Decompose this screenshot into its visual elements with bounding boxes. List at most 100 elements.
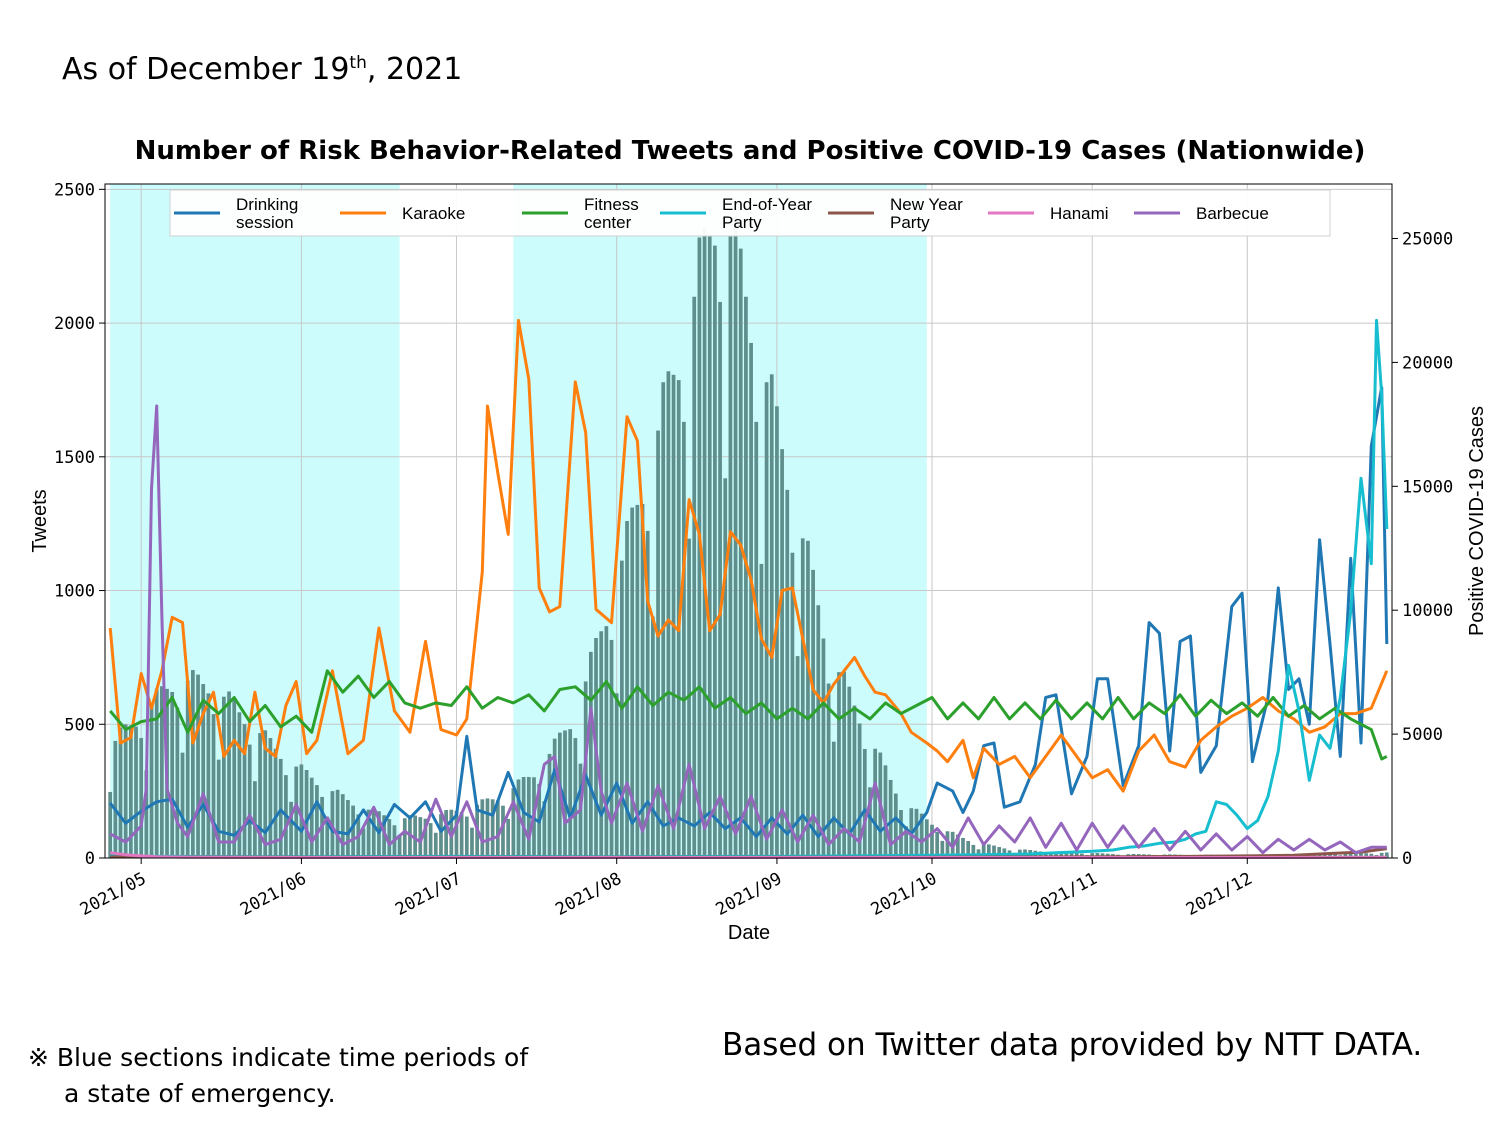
y-tick-label: 2500 — [54, 180, 95, 200]
cases-bar — [175, 707, 180, 858]
cases-bar — [981, 844, 986, 858]
cases-bar — [992, 845, 996, 858]
cases-bar — [940, 840, 945, 858]
y2-tick-label: 10000 — [1402, 601, 1453, 621]
cases-bar — [340, 794, 345, 858]
cases-bar — [552, 738, 557, 858]
cases-bar — [118, 727, 123, 858]
y-tick-label: 1000 — [54, 582, 95, 602]
cases-bar — [128, 725, 133, 858]
cases-bar — [346, 800, 350, 858]
cases-bar — [263, 730, 268, 858]
cases-bar — [1359, 853, 1363, 858]
cases-bar — [511, 788, 516, 858]
cases-bar — [418, 817, 423, 858]
legend-label: Drinking session — [236, 195, 298, 232]
cases-bar — [315, 785, 319, 858]
cases-bar — [366, 809, 371, 858]
cases-bar — [1059, 851, 1064, 858]
cases-bar — [687, 538, 691, 858]
legend-label: Barbecue — [1196, 204, 1269, 223]
cases-bar — [454, 810, 459, 858]
y2-tick-label: 0 — [1402, 849, 1412, 869]
cases-bar — [609, 639, 614, 858]
cases-bar — [154, 688, 159, 858]
cases-bar — [955, 834, 960, 858]
cases-bar — [671, 374, 676, 858]
cases-bar — [335, 789, 340, 858]
x-tick-label: 2021/07 — [392, 869, 465, 920]
cases-bar — [930, 824, 934, 858]
cases-bar — [196, 674, 200, 858]
legend-label: Karaoke — [402, 204, 465, 223]
cases-bar — [625, 521, 629, 858]
cases-bar — [599, 631, 604, 858]
chart-title: Number of Risk Behavior-Related Tweets a… — [134, 136, 1366, 166]
cases-bar — [873, 748, 877, 858]
cases-bar — [904, 826, 909, 858]
cases-bar — [738, 248, 743, 859]
cases-bar — [563, 730, 567, 858]
cases-bar — [707, 235, 712, 858]
cases-bar — [387, 819, 392, 858]
cases-bar — [464, 816, 469, 858]
cases-bar — [744, 296, 748, 858]
cases-bar — [495, 800, 500, 858]
cases-bar — [718, 301, 722, 858]
cases-bar — [759, 563, 764, 858]
cases-bar — [501, 805, 505, 858]
cases-bar — [521, 777, 526, 858]
y-tick-label: 2000 — [54, 314, 95, 334]
cases-bar — [222, 696, 226, 858]
x-tick-label: 2021/12 — [1183, 869, 1256, 920]
cases-bar — [371, 808, 376, 858]
cases-bar — [191, 670, 195, 858]
x-tick-label: 2021/10 — [868, 869, 941, 920]
cases-bar — [377, 811, 381, 858]
x-tick-label: 2021/11 — [1028, 869, 1101, 920]
cases-bar — [769, 374, 774, 858]
cases-bar — [852, 705, 857, 858]
emergency-period-1 — [110, 184, 400, 858]
cases-bar — [227, 691, 231, 858]
cases-bar — [888, 779, 893, 858]
cases-bar — [289, 801, 293, 858]
cases-bar — [914, 808, 919, 858]
cases-bar — [201, 684, 206, 858]
cases-bar — [604, 626, 609, 858]
cases-bar — [325, 816, 330, 858]
cases-bar — [139, 738, 144, 858]
cases-bar — [806, 540, 810, 858]
cases-bar — [113, 740, 118, 858]
cases-bar — [439, 814, 443, 858]
cases-bar — [1348, 852, 1353, 858]
cases-bar — [294, 766, 299, 858]
cases-bar — [170, 691, 175, 858]
cases-bar — [764, 382, 769, 858]
cases-bar — [780, 449, 784, 858]
series-line-end-of-year-party — [110, 318, 1389, 859]
cases-bar — [837, 672, 841, 858]
cases-bar — [268, 738, 273, 858]
legend-label: Fitness center — [584, 195, 639, 232]
y-axis-label: Tweets — [29, 489, 51, 552]
cases-bar — [826, 683, 831, 858]
cases-bar — [935, 831, 940, 858]
cases-bar — [149, 704, 154, 858]
cases-bar — [862, 748, 867, 858]
cases-bar — [123, 724, 128, 858]
y2-tick-label: 5000 — [1402, 725, 1443, 745]
legend-label: Hanami — [1050, 204, 1109, 223]
cases-bar — [857, 723, 862, 858]
cases-bar — [800, 538, 805, 858]
cases-bar — [397, 834, 402, 858]
cases-bar — [821, 638, 826, 858]
cases-bar — [997, 847, 1002, 858]
cases-bar — [749, 342, 753, 858]
cases-bar — [1069, 852, 1074, 858]
cases-bar — [470, 827, 474, 858]
cases-bar — [573, 738, 578, 858]
cases-bar — [971, 844, 976, 858]
cases-bar — [868, 787, 872, 858]
y2-tick-label: 20000 — [1402, 353, 1453, 373]
